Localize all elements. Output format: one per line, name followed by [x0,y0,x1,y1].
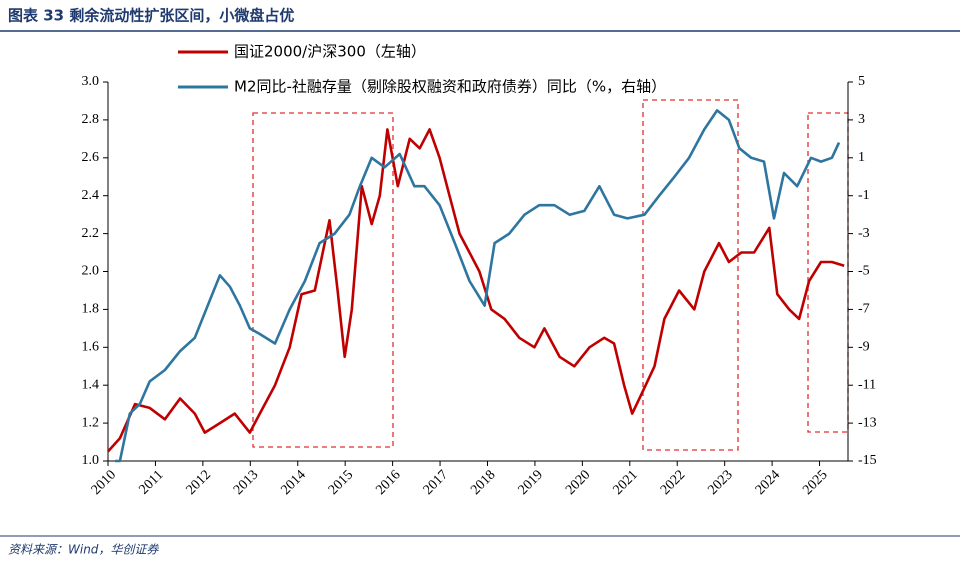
y-tick-label: 3.0 [82,74,100,89]
x-tick-label: 2014 [278,467,308,497]
y-tick-label: 1.4 [82,377,100,392]
y-tick-label: 1.8 [82,302,100,317]
y-tick-label: 2.6 [82,150,100,165]
x-tick-label: 2012 [184,467,214,497]
x-tick-label: 2023 [705,467,735,497]
x-tick-label: 2010 [89,467,119,497]
y2-tick-label: 5 [858,74,865,89]
x-tick-label: 2013 [231,467,261,497]
x-tick-label: 2011 [136,467,166,497]
y-tick-label: 2.0 [82,264,100,279]
x-tick-label: 2016 [373,467,403,497]
x-tick-label: 2017 [421,467,451,497]
y2-tick-label: 1 [858,150,865,165]
y2-tick-label: -7 [858,302,870,317]
legend-label: 国证2000/沪深300（左轴） [234,43,426,61]
x-tick-label: 2022 [658,467,688,497]
y2-tick-label: -15 [858,453,877,468]
y2-tick-label: -9 [858,340,870,355]
x-tick-label: 2021 [610,467,640,497]
x-tick-label: 2024 [753,467,783,497]
y2-tick-label: -13 [858,415,877,430]
y-tick-label: 1.6 [82,340,100,355]
highlight-box [642,99,739,451]
y-tick-label: 2.4 [82,188,100,203]
y2-tick-label: -5 [858,264,870,279]
series-line [115,109,841,463]
x-tick-label: 2019 [516,467,546,497]
x-tick-label: 2025 [800,467,830,497]
y2-tick-label: -11 [858,377,876,392]
legend-label: M2同比-社融存量（剔除股权融资和政府债券）同比（%，右轴） [234,78,666,96]
x-tick-label: 2020 [563,467,593,497]
source: 资料来源：Wind，华创证券 [8,543,159,557]
y-tick-label: 2.2 [82,226,100,241]
series-line [107,128,845,453]
x-tick-label: 2018 [468,467,498,497]
y2-tick-label: -1 [858,188,870,203]
y2-tick-label: 3 [858,112,865,127]
y-tick-label: 2.8 [82,112,100,127]
y2-tick-label: -3 [858,226,870,241]
y-tick-label: 1.0 [82,453,100,468]
chart-title: 图表 33 剩余流动性扩张区间，小微盘占优 [8,7,294,25]
y-tick-label: 1.2 [82,415,100,430]
highlight-boxes [252,99,849,451]
highlight-box [252,112,394,448]
x-tick-label: 2015 [326,467,356,497]
